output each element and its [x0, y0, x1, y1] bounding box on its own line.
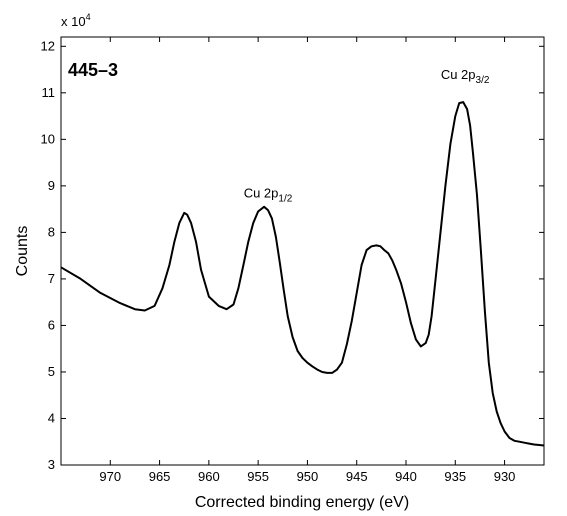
plot-frame [60, 36, 545, 466]
x-tick-label: 940 [395, 469, 417, 484]
annotation-subscript: 1/2 [278, 194, 292, 205]
x-tick-label: 960 [198, 469, 220, 484]
y-tick-label: 3 [48, 457, 55, 472]
x-tick-label: 935 [444, 469, 466, 484]
y-tick-label: 7 [48, 271, 55, 286]
x-tick-label: 945 [346, 469, 368, 484]
panel-label: 445–3 [68, 60, 118, 80]
annotation-base: Cu 2p [441, 67, 476, 82]
y-tick-labels: 3 4 5 6 7 8 9 10 11 12 [41, 38, 55, 472]
x-tick-label: 930 [494, 469, 516, 484]
y-tick-label: 12 [41, 38, 55, 53]
y-tick-label: 9 [48, 178, 55, 193]
y-tick-label: 4 [48, 410, 55, 425]
annotation-base: Cu 2p [244, 186, 279, 201]
x-tick-label: 965 [149, 469, 171, 484]
annotation-cu-2p-1-2: Cu 2p1/2 [244, 186, 293, 205]
spectrum-line [60, 101, 545, 447]
y-tick-label: 5 [48, 364, 55, 379]
x-tick-label: 970 [99, 469, 121, 484]
y-multiplier-exponent: 4 [86, 12, 91, 22]
y-tick-label: 6 [48, 317, 55, 332]
annotation-subscript: 3/2 [476, 75, 490, 86]
x-axis-title: Corrected binding energy (eV) [195, 494, 409, 511]
y-tick-label: 8 [48, 224, 55, 239]
x-tick-label: 950 [297, 469, 319, 484]
axis-ticks [61, 37, 544, 466]
y-multiplier-base: x 10 [61, 14, 86, 29]
x-tick-labels: 970 965 960 955 950 945 940 935 930 [99, 469, 515, 484]
y-axis-title: Counts [14, 226, 31, 277]
x-tick-label: 955 [247, 469, 269, 484]
annotation-cu-2p-3-2: Cu 2p3/2 [441, 67, 490, 86]
y-tick-label: 10 [41, 131, 55, 146]
y-multiplier: x 104 [61, 12, 91, 29]
y-tick-label: 11 [42, 85, 56, 100]
